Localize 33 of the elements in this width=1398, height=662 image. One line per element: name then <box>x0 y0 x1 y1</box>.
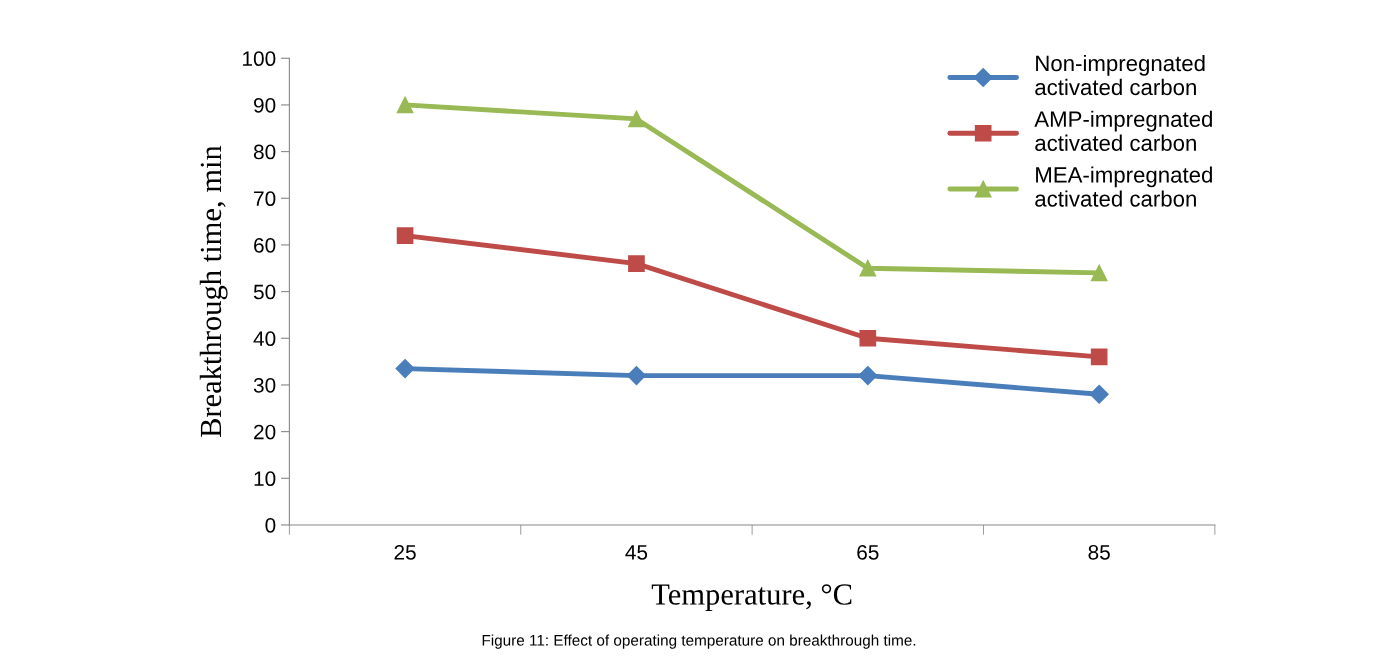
y-tick-label: 70 <box>254 191 276 207</box>
y-tick-label: 80 <box>253 144 276 160</box>
y-axis-title: Breakthrough time, min <box>199 145 228 438</box>
legend-label: AMP-impregnated activated carbon <box>1034 110 1212 151</box>
x-tick-label: 65 <box>857 544 879 560</box>
legend-label: Non-impregnated activated carbon <box>1035 54 1205 96</box>
point <box>628 255 645 272</box>
y-tick-label: 30 <box>253 377 276 393</box>
point <box>628 110 645 128</box>
x-axis-title: Temperature, °C <box>651 584 852 611</box>
y-tick-label: 40 <box>253 331 276 347</box>
y-tick-label: 60 <box>254 237 276 253</box>
y-tick-label: 10 <box>254 471 276 487</box>
point <box>858 366 878 386</box>
point <box>395 359 415 379</box>
y-tick-label: 100 <box>243 51 276 67</box>
point <box>396 96 414 114</box>
x-tick-label: 45 <box>625 545 648 560</box>
point <box>626 366 646 386</box>
point <box>1090 348 1108 366</box>
x-tick-label: 85 <box>1088 544 1110 560</box>
point <box>1090 264 1108 282</box>
y-tick-label: 0 <box>265 517 276 533</box>
y-tick-label: 20 <box>254 424 276 440</box>
y-tick-label: 90 <box>254 97 276 113</box>
legend-label: MEA-impregnated activated carbon <box>1035 166 1212 207</box>
point <box>396 227 414 244</box>
point <box>859 259 877 277</box>
point <box>1089 384 1109 404</box>
x-tick-label: 25 <box>394 544 416 560</box>
y-tick-label: 50 <box>253 284 276 300</box>
caption: Figure 11: Effect of operating temperature on breakthrough time. <box>482 634 916 649</box>
point <box>859 329 877 347</box>
